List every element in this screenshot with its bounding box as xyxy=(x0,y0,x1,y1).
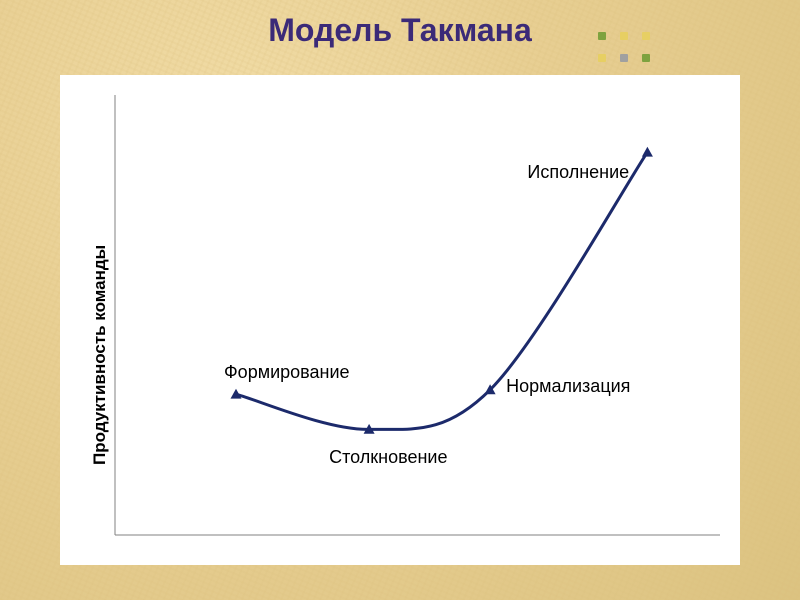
y-axis-label: Продуктивность команды xyxy=(90,245,110,465)
decorative-dot xyxy=(598,54,606,62)
decorative-dot xyxy=(598,32,606,40)
stage-label-norming: Нормализация xyxy=(506,376,630,397)
slide-title: Модель Такмана xyxy=(0,12,800,49)
stage-label-forming: Формирование xyxy=(224,362,350,383)
marker-performing xyxy=(642,147,653,157)
slide-root: Модель Такмана Продуктивность команды Фо… xyxy=(0,0,800,600)
marker-forming xyxy=(231,389,242,399)
decorative-dot xyxy=(620,54,628,62)
stage-label-storming: Столкновение xyxy=(329,447,447,468)
decorative-dot xyxy=(642,54,650,62)
tuckman-chart xyxy=(60,75,740,565)
stage-label-performing: Исполнение xyxy=(527,162,629,183)
chart-panel: Продуктивность команды Формирование Столк… xyxy=(60,75,740,565)
decorative-dot xyxy=(620,32,628,40)
decorative-dot xyxy=(642,32,650,40)
